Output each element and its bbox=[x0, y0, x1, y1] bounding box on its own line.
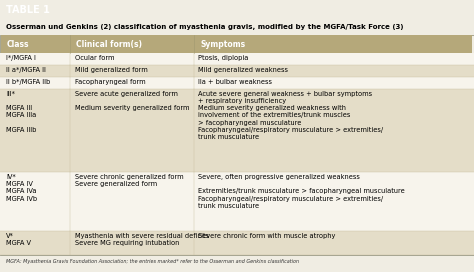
Text: Ocular form: Ocular form bbox=[75, 55, 114, 61]
Text: IV*
MGFA IV
MGFA IVa
MGFA IVb: IV* MGFA IV MGFA IVa MGFA IVb bbox=[6, 174, 37, 202]
Text: Clinical form(s): Clinical form(s) bbox=[76, 40, 142, 49]
Text: Ptosis, diplopia: Ptosis, diplopia bbox=[198, 55, 248, 61]
Text: TABLE 1: TABLE 1 bbox=[6, 5, 50, 15]
Text: Class: Class bbox=[7, 40, 29, 49]
Text: III*

MGFA III
MGFA IIIa

MGFA IIIb: III* MGFA III MGFA IIIa MGFA IIIb bbox=[6, 91, 36, 133]
Text: Severe chronic generalized form
Severe generalized form: Severe chronic generalized form Severe g… bbox=[75, 174, 183, 187]
Text: IIa + bulbar weakness: IIa + bulbar weakness bbox=[198, 79, 272, 85]
Text: I*/MGFA I: I*/MGFA I bbox=[6, 55, 36, 61]
Bar bbox=[0, 172, 474, 231]
Text: Acute severe general weakness + bulbar symptoms
+ respiratory insufficiency
Medi: Acute severe general weakness + bulbar s… bbox=[198, 91, 383, 140]
Bar bbox=[194, 35, 472, 53]
Text: II b*/MGFA IIb: II b*/MGFA IIb bbox=[6, 79, 50, 85]
Bar bbox=[70, 35, 194, 53]
Text: Mild generalized weakness: Mild generalized weakness bbox=[198, 67, 288, 73]
Text: Osserman und Genkins (2) classification of myasthenia gravis, modified by the MG: Osserman und Genkins (2) classification … bbox=[6, 24, 403, 30]
Text: II a*/MGFA II: II a*/MGFA II bbox=[6, 67, 46, 73]
Bar bbox=[0, 53, 474, 65]
Text: Facopharyngeal form: Facopharyngeal form bbox=[75, 79, 146, 85]
Text: Severe chronic form with muscle atrophy: Severe chronic form with muscle atrophy bbox=[198, 233, 336, 239]
Bar bbox=[0, 89, 474, 172]
Bar bbox=[0, 65, 474, 77]
Bar bbox=[0, 231, 474, 255]
Text: V*
MGFA V: V* MGFA V bbox=[6, 233, 31, 246]
Text: Severe, often progressive generalized weakness

Extremities/trunk musculature > : Severe, often progressive generalized we… bbox=[198, 174, 405, 209]
Bar bbox=[0, 77, 474, 89]
Text: Myasthenia with severe residual deficits
Severe MG requiring intubation: Myasthenia with severe residual deficits… bbox=[75, 233, 209, 246]
Text: MGFA: Myasthenia Gravis Foundation Association; the entries marked* refer to the: MGFA: Myasthenia Gravis Foundation Assoc… bbox=[6, 259, 299, 264]
Bar bbox=[1, 35, 70, 53]
Text: Severe acute generalized form

Medium severity generalized form: Severe acute generalized form Medium sev… bbox=[75, 91, 190, 111]
Text: Mild generalized form: Mild generalized form bbox=[75, 67, 147, 73]
Text: Symptoms: Symptoms bbox=[200, 40, 245, 49]
